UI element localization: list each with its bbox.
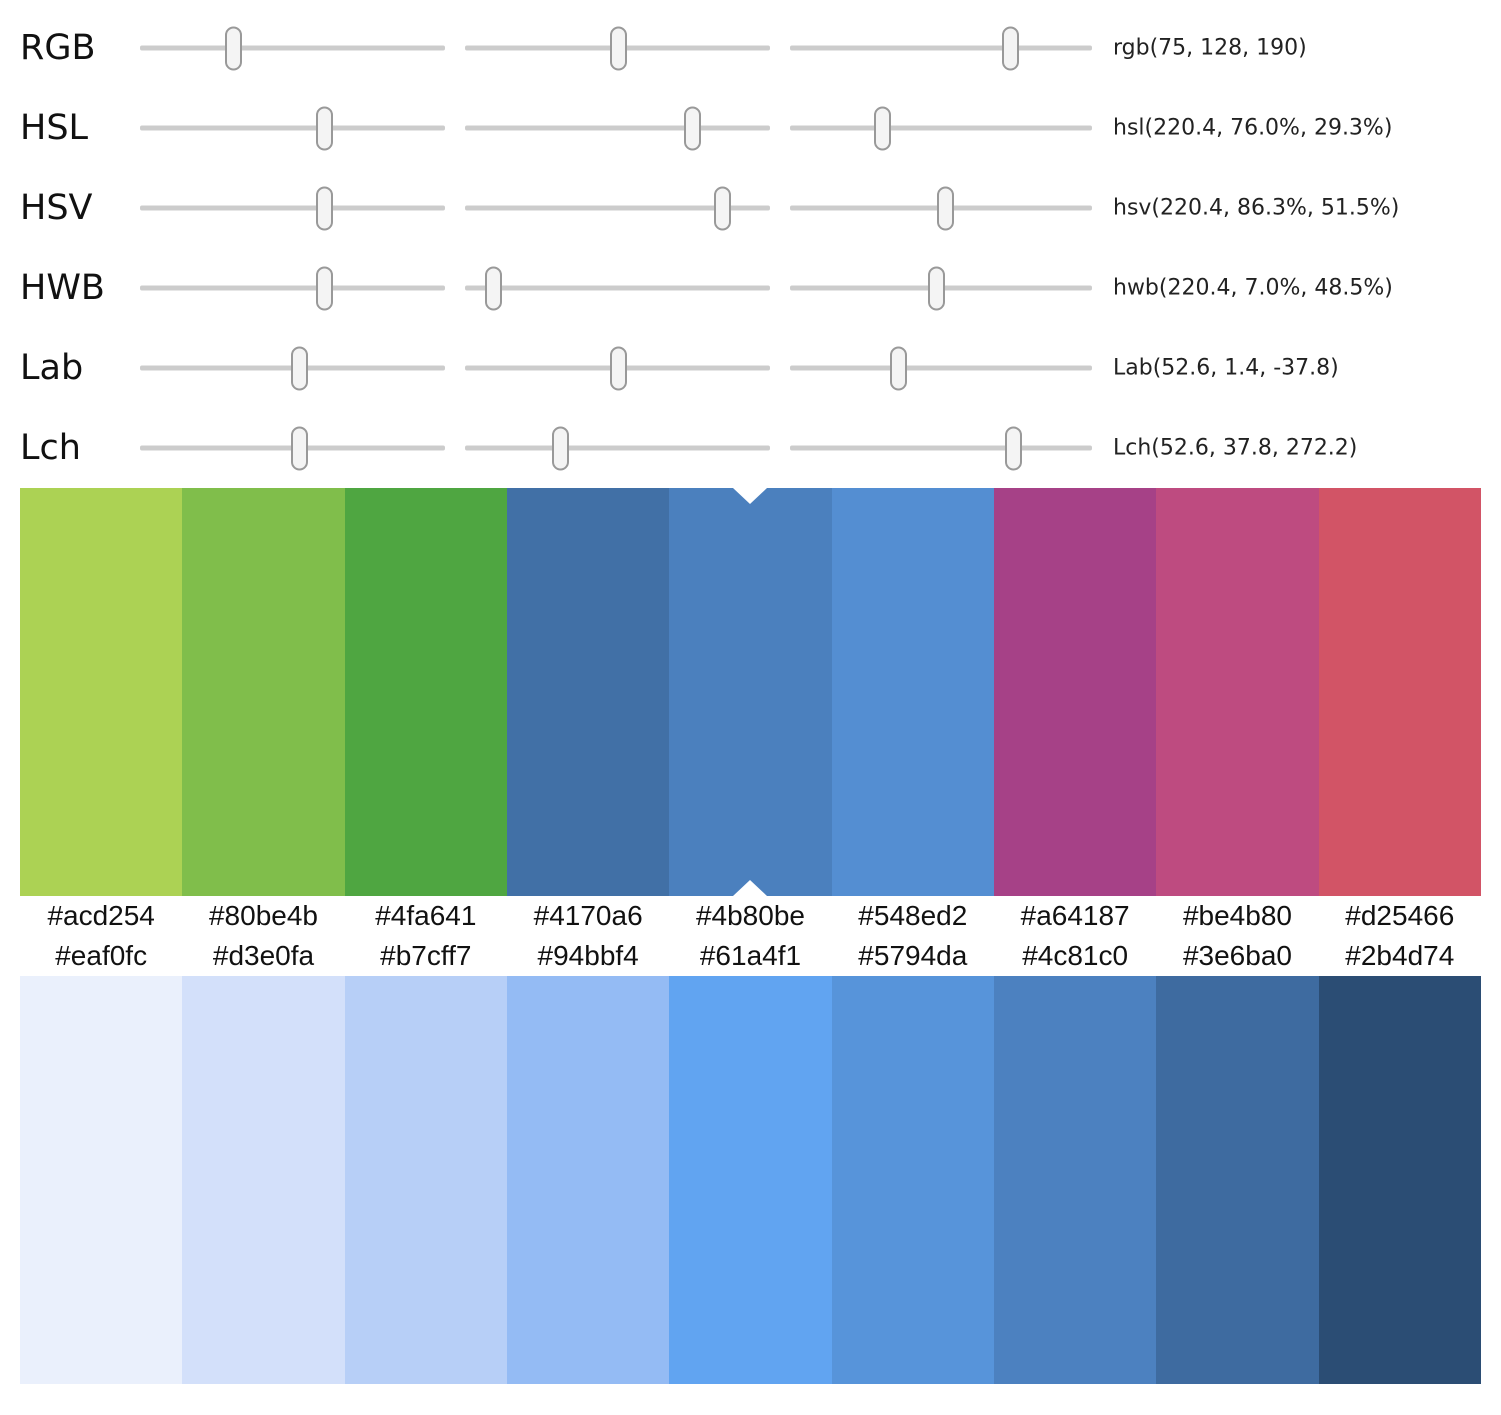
palette-swatch[interactable] <box>344 488 507 896</box>
palette-swatch[interactable] <box>20 488 183 896</box>
lch-value-text: Lch(52.6, 37.8, 272.2) <box>1113 435 1358 461</box>
palette-swatch[interactable] <box>182 976 345 1384</box>
palette-swatch[interactable] <box>344 976 507 1384</box>
hex-label: #4170a6 <box>533 900 643 931</box>
lab-l-slider-thumb[interactable] <box>291 346 309 390</box>
hex-label: #3e6ba0 <box>1182 940 1292 971</box>
hex-label: #2b4d74 <box>1345 940 1455 971</box>
hex-label: #eaf0fc <box>55 940 148 971</box>
slider-row-hsl: HSL hsl(220.4, 76.0%, 29.3%) <box>0 88 1501 168</box>
slider-row-hsv: HSV hsv(220.4, 86.3%, 51.5%) <box>0 168 1501 248</box>
colorspace-label-lch: Lch <box>20 428 81 468</box>
hwb-value-text: hwb(220.4, 7.0%, 48.5%) <box>1113 275 1393 301</box>
rgb-g-slider-thumb[interactable] <box>609 26 627 70</box>
palette-swatch[interactable] <box>669 976 832 1384</box>
hwb-b-slider-thumb[interactable] <box>928 266 946 310</box>
palette-swatch[interactable] <box>506 488 670 896</box>
lightness-palette-strip <box>20 976 1481 1384</box>
hsl-l-slider-track[interactable] <box>790 106 1092 150</box>
hex-label: #548ed2 <box>858 900 968 931</box>
rgb-r-slider-thumb[interactable] <box>224 26 242 70</box>
lab-a-slider-thumb[interactable] <box>610 346 628 390</box>
colorspace-label-rgb: RGB <box>20 28 96 68</box>
hsv-s-slider-track[interactable] <box>465 186 770 230</box>
hsv-value-text: hsv(220.4, 86.3%, 51.5%) <box>1113 195 1400 221</box>
lch-c-slider-track[interactable] <box>465 426 770 470</box>
hex-label: #5794da <box>858 940 968 971</box>
rgb-g-slider-track[interactable] <box>465 26 770 70</box>
hex-label: #acd254 <box>47 900 155 931</box>
colorspace-label-hsv: HSV <box>20 188 93 228</box>
hwb-b-slider-track[interactable] <box>790 266 1092 310</box>
hex-label: #d3e0fa <box>212 940 315 971</box>
hex-label: #be4b80 <box>1182 900 1292 931</box>
lch-h-slider-track[interactable] <box>790 426 1092 470</box>
palette-swatch[interactable] <box>506 976 670 1384</box>
hsv-h-slider-track[interactable] <box>140 186 445 230</box>
hex-label: #80be4b <box>208 900 318 931</box>
colorspace-label-lab: Lab <box>20 348 84 388</box>
hex-label: #4fa641 <box>375 900 477 931</box>
palette-swatch[interactable] <box>20 976 183 1384</box>
hex-label: #b7cff7 <box>380 940 472 971</box>
hwb-h-slider-thumb[interactable] <box>316 266 334 310</box>
slider-row-rgb: RGB rgb(75, 128, 190) <box>0 8 1501 88</box>
lch-l-slider-thumb[interactable] <box>291 426 309 470</box>
lch-c-slider-thumb[interactable] <box>551 426 569 470</box>
hsl-s-slider-thumb[interactable] <box>683 106 701 150</box>
hsv-v-slider-track[interactable] <box>790 186 1092 230</box>
hsv-s-slider-thumb[interactable] <box>713 186 731 230</box>
hsv-v-slider-thumb[interactable] <box>936 186 954 230</box>
palette-swatch[interactable] <box>1156 488 1319 896</box>
hex-label: #4c81c0 <box>1022 940 1129 971</box>
hex-label: #94bbf4 <box>537 940 639 971</box>
selected-marker-top-icon <box>733 488 768 504</box>
hex-label: #4b80be <box>695 900 805 931</box>
palette-swatch[interactable] <box>831 976 994 1384</box>
hex-label: #61a4f1 <box>699 940 802 971</box>
palette-swatch[interactable] <box>182 488 345 896</box>
hwb-w-slider-track[interactable] <box>465 266 770 310</box>
palette-swatch[interactable] <box>993 976 1157 1384</box>
lab-a-slider-track[interactable] <box>465 346 770 390</box>
hsl-h-slider-thumb[interactable] <box>316 106 334 150</box>
lab-value-text: Lab(52.6, 1.4, -37.8) <box>1113 355 1339 381</box>
slider-row-lch: Lch Lch(52.6, 37.8, 272.2) <box>0 408 1501 488</box>
hsv-h-slider-thumb[interactable] <box>316 186 334 230</box>
slider-panel: RGB rgb(75, 128, 190) HSL hsl(220.4, 76.… <box>0 0 1501 488</box>
palette-swatch[interactable] <box>1318 976 1481 1384</box>
palette-swatch[interactable] <box>993 488 1157 896</box>
hsl-l-slider-thumb[interactable] <box>873 106 891 150</box>
palette-swatch[interactable] <box>1318 488 1481 896</box>
lab-b-slider-thumb[interactable] <box>890 346 908 390</box>
hex-labels-top: #acd254 #80be4b #4fa641 #4170a6 #4b80be … <box>20 896 1481 936</box>
lab-l-slider-track[interactable] <box>140 346 445 390</box>
rgb-r-slider-track[interactable] <box>140 26 445 70</box>
slider-row-lab: Lab Lab(52.6, 1.4, -37.8) <box>0 328 1501 408</box>
slider-row-hwb: HWB hwb(220.4, 7.0%, 48.5%) <box>0 248 1501 328</box>
lch-l-slider-track[interactable] <box>140 426 445 470</box>
rgb-b-slider-track[interactable] <box>790 26 1092 70</box>
hex-labels-bottom: #eaf0fc #d3e0fa #b7cff7 #94bbf4 #61a4f1 … <box>20 936 1481 976</box>
hue-palette-strip <box>20 488 1481 896</box>
colorspace-label-hwb: HWB <box>20 268 105 308</box>
hex-label: #a64187 <box>1020 900 1130 931</box>
rgb-value-text: rgb(75, 128, 190) <box>1113 35 1307 61</box>
hwb-h-slider-track[interactable] <box>140 266 445 310</box>
lch-h-slider-thumb[interactable] <box>1005 426 1023 470</box>
hsl-value-text: hsl(220.4, 76.0%, 29.3%) <box>1113 115 1393 141</box>
rgb-b-slider-thumb[interactable] <box>1002 26 1020 70</box>
hsl-s-slider-track[interactable] <box>465 106 770 150</box>
hex-label: #d25466 <box>1345 900 1455 931</box>
selected-marker-bottom-icon <box>733 880 768 896</box>
hsl-h-slider-track[interactable] <box>140 106 445 150</box>
colorspace-label-hsl: HSL <box>20 108 89 148</box>
palette-swatch[interactable] <box>831 488 994 896</box>
hwb-w-slider-thumb[interactable] <box>485 266 503 310</box>
palette-swatch-selected[interactable] <box>669 488 832 896</box>
lab-b-slider-track[interactable] <box>790 346 1092 390</box>
palette-swatch[interactable] <box>1156 976 1319 1384</box>
